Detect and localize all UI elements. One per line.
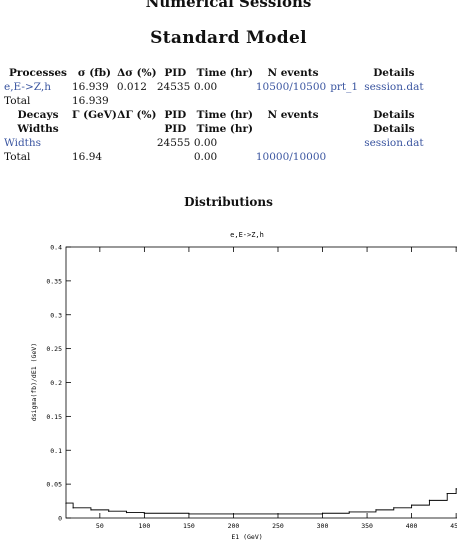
data-point <box>188 513 190 515</box>
col-pid: PID <box>164 67 187 79</box>
y-tick-label: 0 <box>58 515 62 523</box>
col-sigma: σ (fb) <box>77 67 112 79</box>
x-axis: 50 100 150 200 250 300 350 400 450 <box>96 247 457 530</box>
col-widths: Widths <box>17 123 59 135</box>
process-total-sigma: 16.939 <box>72 95 109 107</box>
col-spacer <box>330 66 364 80</box>
process-total-row: Total 16.939 <box>4 94 424 108</box>
col-decay-time: Time (hr) <box>196 109 254 121</box>
plot-frame <box>65 246 457 519</box>
data-point <box>321 512 324 514</box>
process-row: e,E->Z,h 16.939 0.012 24535 0.00 10500/1… <box>4 80 424 94</box>
data-point <box>348 511 350 513</box>
widths-link[interactable]: Widths <box>4 137 42 149</box>
y-tick-label: 0.15 <box>46 413 62 421</box>
data-point <box>90 509 92 511</box>
data-point <box>411 504 413 506</box>
data-point <box>393 507 395 509</box>
widths-pid: 24555 <box>156 137 191 149</box>
data-point <box>446 493 448 495</box>
x-tick-label: 400 <box>406 522 418 530</box>
widths-details-link[interactable]: session.dat <box>364 137 424 149</box>
page-title: Numerical Sessions <box>145 0 312 11</box>
x-axis-label: E1 (GeV) <box>231 533 262 541</box>
y-tick-label: 0.05 <box>46 481 62 489</box>
data-point <box>72 507 74 509</box>
x-tick-label: 200 <box>228 522 240 530</box>
series-line <box>66 488 457 515</box>
sessions-table: Processes σ (fb) Δσ (%) PID Time (hr) N … <box>4 66 424 164</box>
series-layer <box>65 488 457 515</box>
model-subtitle: Standard Model <box>150 28 307 48</box>
x-tick-label: 450 <box>450 522 457 530</box>
x-tick-label: 250 <box>272 522 284 530</box>
process-dsigma: 0.012 <box>116 81 147 93</box>
y-tick-label: 0.3 <box>50 311 62 319</box>
distributions-heading: Distributions <box>184 195 273 209</box>
data-point <box>455 488 457 490</box>
y-axis-label: dsigma(fb)/dE1 (GeV) <box>30 343 38 421</box>
col-decay-pid: PID <box>164 109 187 121</box>
data-point <box>108 510 110 512</box>
widths-time: 0.00 <box>193 137 218 149</box>
col-dsigma: Δσ (%) <box>117 67 157 79</box>
y-tick-label: 0.35 <box>46 277 62 285</box>
data-point <box>375 509 377 511</box>
data-point <box>143 512 145 514</box>
col-nevents: N events <box>267 67 319 79</box>
process-total-label: Total <box>4 95 31 107</box>
process-pid: 24535 <box>156 81 191 93</box>
col-decays: Decays <box>17 109 59 121</box>
col-details: Details <box>373 67 415 79</box>
plot-title: e,E->Z,h <box>230 231 264 239</box>
process-sigma: 16.939 <box>72 81 109 93</box>
col-decay-nevents: N events <box>267 109 319 121</box>
decay-total-row: Total 16.94 0.00 10000/10000 <box>4 150 424 164</box>
x-tick-label: 150 <box>183 522 195 530</box>
data-point <box>277 513 279 515</box>
col-time: Time (hr) <box>196 67 254 79</box>
x-tick-label: 50 <box>96 522 104 530</box>
y-tick-label: 0.2 <box>50 379 62 387</box>
process-prt-link[interactable]: prt_1 <box>330 81 359 93</box>
x-tick-label: 300 <box>317 522 329 530</box>
decay-total-nevents-link[interactable]: 10000/10000 <box>255 151 327 163</box>
data-point <box>125 511 128 514</box>
widths-row: Widths 24555 0.00 session.dat <box>4 136 424 150</box>
col-widths-details: Details <box>373 123 415 135</box>
col-dgamma: ΔΓ (%) <box>117 109 157 121</box>
x-tick-label: 100 <box>139 522 151 530</box>
data-point <box>65 502 67 504</box>
col-processes: Processes <box>9 67 67 79</box>
process-details-link[interactable]: session.dat <box>364 81 424 93</box>
col-gamma: Γ (GeV) <box>72 109 117 121</box>
widths-header-row: Widths PID Time (hr) Details <box>4 122 424 136</box>
processes-header-row: Processes σ (fb) Δσ (%) PID Time (hr) N … <box>4 66 424 80</box>
decay-total-time: 0.00 <box>193 151 218 163</box>
decay-total-gamma: 16.94 <box>72 151 103 163</box>
col-widths-pid: PID <box>164 123 187 135</box>
col-decay-details: Details <box>373 109 415 121</box>
data-point <box>428 499 431 501</box>
decays-header-row: Decays Γ (GeV) ΔΓ (%) PID Time (hr) N ev… <box>4 108 424 122</box>
process-link[interactable]: e,E->Z,h <box>4 81 51 93</box>
y-axis: 0 0.05 0.1 0.15 0.2 0.25 0.3 0.35 0.4 <box>46 244 71 523</box>
x-tick-label: 350 <box>361 522 373 530</box>
distribution-plot: e,E->Z,h 0 0.05 0.1 0.15 0.2 0.25 0.3 0.35 0.4 5… <box>30 231 457 541</box>
decay-total-label: Total <box>4 151 31 163</box>
y-tick-label: 0.1 <box>50 447 62 455</box>
col-widths-time: Time (hr) <box>196 123 254 135</box>
process-nevents-link[interactable]: 10500/10500 <box>255 81 327 93</box>
y-tick-label: 0.25 <box>46 345 62 353</box>
process-time: 0.00 <box>193 81 218 93</box>
y-tick-label: 0.4 <box>50 244 62 252</box>
data-point <box>232 513 235 515</box>
